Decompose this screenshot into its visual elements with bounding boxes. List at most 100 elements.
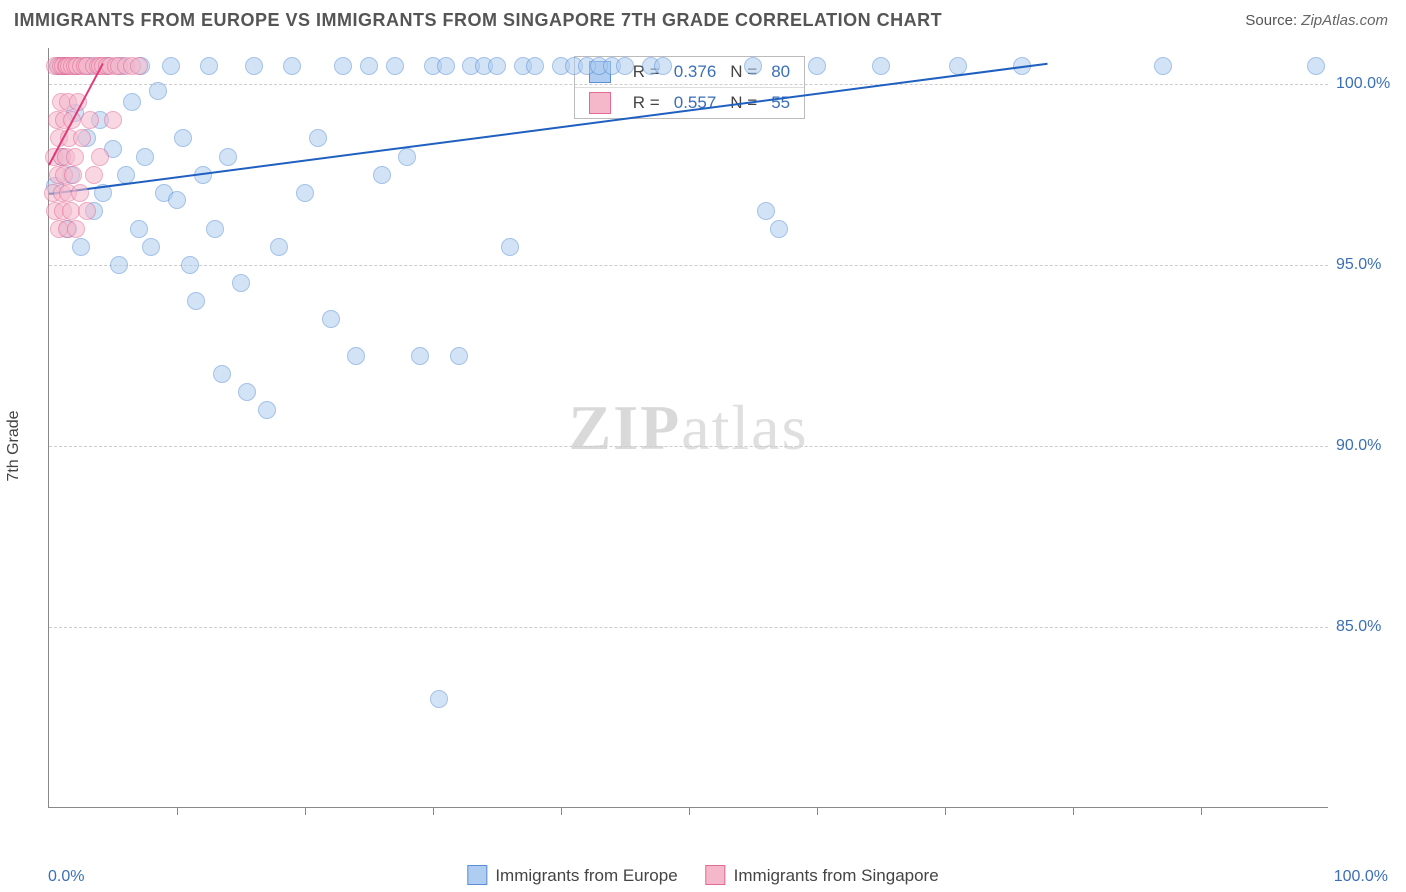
- data-point: [283, 57, 301, 75]
- data-point: [616, 57, 634, 75]
- x-tick-mark: [1073, 807, 1074, 815]
- data-point: [149, 82, 167, 100]
- data-point: [64, 166, 82, 184]
- data-point: [200, 57, 218, 75]
- data-point: [81, 111, 99, 129]
- data-point: [85, 166, 103, 184]
- y-tick-label: 90.0%: [1336, 437, 1400, 455]
- legend-r-value: 0.376: [674, 62, 717, 82]
- data-point: [398, 148, 416, 166]
- series-legend: Immigrants from Europe Immigrants from Si…: [467, 865, 938, 886]
- data-point: [72, 238, 90, 256]
- legend-label: Immigrants from Singapore: [734, 866, 939, 885]
- data-point: [430, 690, 448, 708]
- data-point: [162, 57, 180, 75]
- data-point: [78, 202, 96, 220]
- data-point: [296, 184, 314, 202]
- data-point: [488, 57, 506, 75]
- data-point: [258, 401, 276, 419]
- data-point: [347, 347, 365, 365]
- data-point: [104, 111, 122, 129]
- x-tick-mark: [177, 807, 178, 815]
- data-point: [757, 202, 775, 220]
- data-point: [136, 148, 154, 166]
- legend-row: R =0.557N =55: [575, 88, 804, 118]
- data-point: [360, 57, 378, 75]
- data-point: [130, 220, 148, 238]
- data-point: [270, 238, 288, 256]
- x-tick-mark: [689, 807, 690, 815]
- data-point: [949, 57, 967, 75]
- data-point: [437, 57, 455, 75]
- data-point: [1154, 57, 1172, 75]
- legend-label: Immigrants from Europe: [495, 866, 677, 885]
- data-point: [174, 129, 192, 147]
- data-point: [62, 202, 80, 220]
- data-point: [526, 57, 544, 75]
- data-point: [309, 129, 327, 147]
- data-point: [386, 57, 404, 75]
- watermark-bold: ZIP: [569, 392, 682, 463]
- watermark: ZIPatlas: [569, 391, 809, 465]
- legend-item: Immigrants from Singapore: [706, 865, 939, 886]
- trend-line: [49, 62, 1048, 194]
- y-tick-label: 95.0%: [1336, 256, 1400, 274]
- gridline: [49, 627, 1328, 628]
- data-point: [238, 383, 256, 401]
- data-point: [322, 310, 340, 328]
- data-point: [334, 57, 352, 75]
- data-point: [744, 57, 762, 75]
- x-tick-mark: [945, 807, 946, 815]
- data-point: [872, 57, 890, 75]
- data-point: [73, 129, 91, 147]
- data-point: [206, 220, 224, 238]
- data-point: [654, 57, 672, 75]
- y-tick-label: 100.0%: [1336, 75, 1400, 93]
- data-point: [91, 148, 109, 166]
- source-value: ZipAtlas.com: [1301, 12, 1388, 29]
- data-point: [130, 57, 148, 75]
- data-point: [411, 347, 429, 365]
- legend-item: Immigrants from Europe: [467, 865, 677, 886]
- legend-r-label: R =: [633, 93, 660, 113]
- legend-swatch: [706, 865, 726, 885]
- data-point: [168, 191, 186, 209]
- data-point: [501, 238, 519, 256]
- x-tick-mark: [433, 807, 434, 815]
- y-tick-label: 85.0%: [1336, 618, 1400, 636]
- legend-swatch: [467, 865, 487, 885]
- legend-n-value: 80: [771, 62, 790, 82]
- data-point: [123, 93, 141, 111]
- scatter-chart: ZIPatlas R =0.376N =80R =0.557N =55 85.0…: [48, 48, 1328, 808]
- data-point: [213, 365, 231, 383]
- source-label: Source:: [1245, 12, 1297, 29]
- x-axis-min-label: 0.0%: [48, 868, 84, 886]
- data-point: [142, 238, 160, 256]
- data-point: [110, 256, 128, 274]
- x-tick-mark: [561, 807, 562, 815]
- data-point: [219, 148, 237, 166]
- y-axis-label: 7th Grade: [5, 410, 23, 481]
- gridline: [49, 446, 1328, 447]
- watermark-rest: atlas: [681, 392, 808, 463]
- gridline: [49, 265, 1328, 266]
- x-axis-max-label: 100.0%: [1334, 868, 1388, 886]
- source-attribution: Source: ZipAtlas.com: [1245, 12, 1388, 29]
- data-point: [67, 220, 85, 238]
- data-point: [187, 292, 205, 310]
- data-point: [66, 148, 84, 166]
- x-tick-mark: [1201, 807, 1202, 815]
- data-point: [373, 166, 391, 184]
- gridline: [49, 84, 1328, 85]
- data-point: [245, 57, 263, 75]
- legend-swatch: [589, 92, 611, 114]
- x-tick-mark: [305, 807, 306, 815]
- x-tick-mark: [817, 807, 818, 815]
- chart-title: IMMIGRANTS FROM EUROPE VS IMMIGRANTS FRO…: [14, 10, 942, 31]
- data-point: [1307, 57, 1325, 75]
- data-point: [181, 256, 199, 274]
- data-point: [450, 347, 468, 365]
- data-point: [808, 57, 826, 75]
- data-point: [71, 184, 89, 202]
- data-point: [232, 274, 250, 292]
